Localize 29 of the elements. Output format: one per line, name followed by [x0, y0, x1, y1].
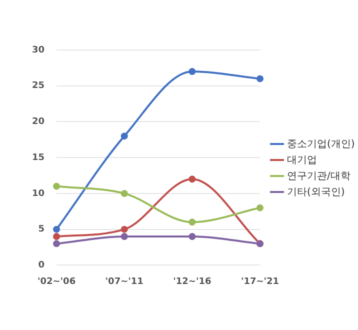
point	[256, 75, 264, 82]
point	[256, 204, 264, 212]
legend-label: 연구기관/대학	[287, 170, 350, 183]
x-tick-label: '07~'11	[105, 276, 144, 287]
point	[120, 190, 128, 197]
point	[53, 182, 60, 190]
y-tick-label: 15	[32, 152, 45, 163]
y-tick-label: 0	[38, 260, 45, 271]
point	[188, 176, 196, 183]
point	[53, 233, 60, 240]
y-tick-label: 5	[38, 224, 45, 235]
point	[120, 233, 128, 240]
point	[188, 233, 196, 240]
legend-label: 기타(외국인)	[287, 186, 345, 199]
x-tick-label: '17~'21	[240, 276, 280, 287]
point	[188, 218, 196, 226]
point	[53, 240, 60, 248]
legend-label: 대기업	[287, 154, 317, 167]
point	[53, 226, 60, 233]
legend-label: 중소기업(개인)	[287, 138, 355, 151]
y-tick-label: 25	[32, 81, 45, 92]
y-tick-label: 30	[32, 45, 45, 56]
y-tick-label: 20	[32, 117, 45, 128]
point	[120, 226, 128, 233]
point	[188, 68, 196, 76]
x-tick-label: '02~'06	[37, 276, 76, 287]
x-tick-label: '12~'16	[173, 276, 212, 287]
point	[120, 132, 128, 140]
y-tick-label: 10	[32, 188, 45, 199]
